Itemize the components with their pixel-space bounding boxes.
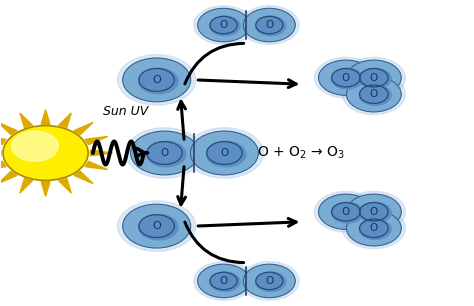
Circle shape	[255, 16, 286, 35]
Text: O: O	[342, 73, 350, 83]
Circle shape	[346, 194, 401, 230]
Text: O: O	[160, 148, 169, 158]
Circle shape	[359, 85, 391, 105]
Circle shape	[342, 192, 405, 232]
Text: O: O	[370, 207, 378, 217]
Polygon shape	[0, 161, 6, 170]
Circle shape	[359, 68, 391, 89]
Circle shape	[123, 204, 191, 248]
Text: Sun UV: Sun UV	[103, 105, 148, 118]
Circle shape	[191, 131, 258, 175]
Circle shape	[210, 272, 240, 292]
Polygon shape	[0, 136, 6, 145]
Circle shape	[11, 131, 58, 161]
Circle shape	[138, 215, 178, 240]
Circle shape	[359, 219, 391, 239]
Polygon shape	[74, 171, 93, 184]
Circle shape	[255, 272, 286, 292]
Circle shape	[146, 141, 186, 167]
Polygon shape	[20, 178, 33, 193]
Circle shape	[346, 211, 401, 246]
Circle shape	[194, 6, 254, 44]
Circle shape	[239, 262, 299, 300]
Circle shape	[118, 55, 196, 105]
Circle shape	[314, 192, 377, 232]
Text: O: O	[152, 221, 161, 231]
Circle shape	[342, 74, 405, 114]
Text: O: O	[220, 148, 228, 158]
Text: O: O	[370, 89, 378, 99]
Circle shape	[331, 68, 363, 89]
Circle shape	[198, 264, 250, 298]
Circle shape	[239, 6, 299, 44]
Circle shape	[198, 8, 250, 42]
Circle shape	[194, 262, 254, 300]
Circle shape	[118, 201, 196, 251]
Circle shape	[342, 208, 405, 248]
Text: O: O	[219, 20, 228, 30]
Circle shape	[314, 58, 377, 98]
Circle shape	[319, 60, 374, 95]
Polygon shape	[41, 110, 50, 124]
Polygon shape	[85, 161, 108, 170]
Polygon shape	[74, 122, 93, 135]
Text: O: O	[152, 75, 161, 85]
Circle shape	[130, 131, 199, 175]
Circle shape	[138, 68, 178, 94]
Circle shape	[123, 58, 191, 102]
Circle shape	[185, 128, 264, 178]
Text: O: O	[370, 73, 378, 83]
Polygon shape	[20, 113, 33, 128]
Circle shape	[331, 202, 363, 223]
Text: O: O	[342, 207, 350, 217]
Polygon shape	[59, 113, 71, 128]
Polygon shape	[90, 150, 113, 156]
Polygon shape	[41, 182, 50, 196]
Polygon shape	[0, 150, 1, 156]
Circle shape	[206, 141, 246, 167]
Circle shape	[346, 76, 401, 112]
Text: O + O$_2$ → O$_3$: O + O$_2$ → O$_3$	[257, 145, 345, 161]
Polygon shape	[0, 171, 17, 184]
Circle shape	[319, 194, 374, 230]
Circle shape	[210, 16, 240, 35]
Polygon shape	[85, 136, 108, 145]
Circle shape	[243, 8, 295, 42]
Circle shape	[3, 125, 88, 181]
Text: O: O	[265, 276, 273, 286]
Circle shape	[359, 202, 391, 223]
Circle shape	[243, 264, 295, 298]
Circle shape	[126, 128, 204, 178]
Circle shape	[346, 60, 401, 95]
Text: O: O	[370, 223, 378, 233]
Text: O: O	[265, 20, 273, 30]
Text: O: O	[219, 276, 228, 286]
Polygon shape	[59, 178, 71, 193]
Polygon shape	[0, 122, 17, 135]
Circle shape	[342, 58, 405, 98]
